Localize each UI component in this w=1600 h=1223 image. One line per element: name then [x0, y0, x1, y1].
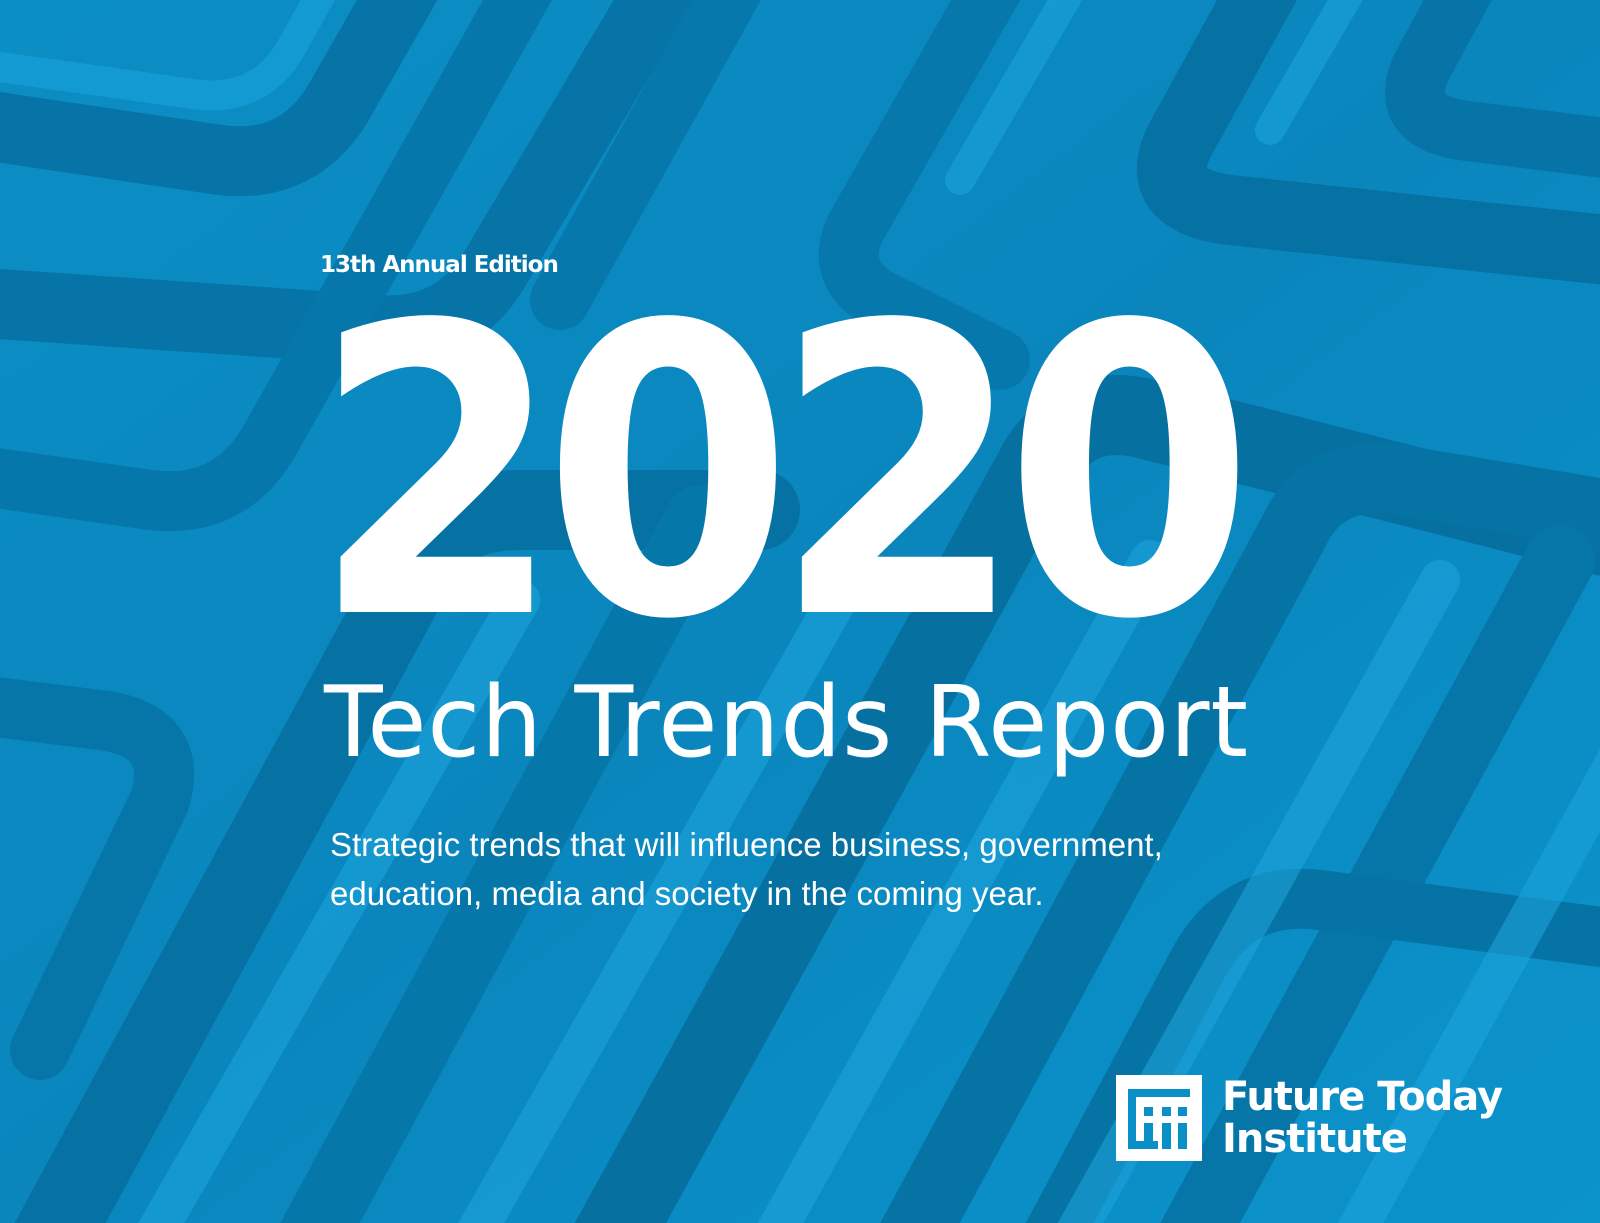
- publisher-name-line: Institute: [1222, 1116, 1408, 1162]
- future-today-institute-logo-icon: [1116, 1075, 1202, 1161]
- report-year: 2020: [312, 242, 1255, 707]
- publisher-name-line: Future Today: [1222, 1074, 1503, 1120]
- publisher-brand: Future Today Institute: [1116, 1074, 1503, 1162]
- edition-label: 13th Annual Edition: [320, 252, 559, 278]
- publisher-name: Future Today Institute: [1222, 1074, 1503, 1162]
- report-title: Tech Trends Report: [324, 666, 1250, 780]
- subtitle-line: Strategic trends that will influence bus…: [330, 826, 1163, 863]
- report-subtitle: Strategic trends that will influence bus…: [330, 820, 1380, 918]
- subtitle-line: education, media and society in the comi…: [330, 875, 1044, 912]
